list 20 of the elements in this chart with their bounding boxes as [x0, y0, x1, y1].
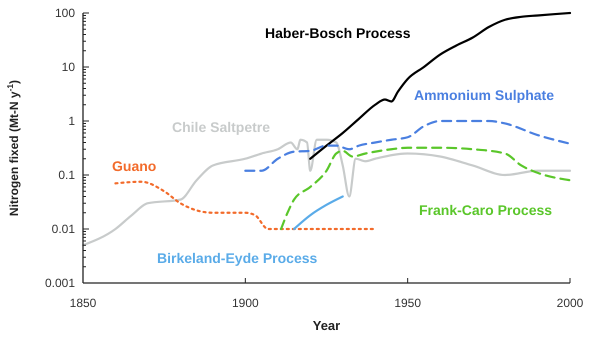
series-label: Guano — [112, 158, 156, 174]
x-tick-label: 1850 — [70, 296, 97, 310]
y-tick-label: 0.1 — [58, 168, 76, 182]
series-label: Ammonium Sulphate — [414, 87, 554, 103]
y-tick-label: 0.01 — [52, 222, 76, 236]
y-tick-label: 1 — [68, 114, 76, 128]
x-tick-label: 1900 — [232, 296, 260, 310]
y-tick-label: 100 — [54, 6, 76, 20]
y-tick-label: 10 — [62, 60, 76, 74]
x-tick-label: 1950 — [394, 296, 422, 310]
y-tick-label: 0.001 — [44, 276, 76, 290]
series-label: Frank-Caro Process — [419, 202, 552, 218]
x-tick-label: 2000 — [556, 296, 584, 310]
line-series — [292, 195, 344, 230]
line-series — [114, 180, 376, 230]
text: Birkeland-Eyde Process — [157, 250, 318, 266]
x-axis-title: Year — [312, 318, 340, 333]
line-series — [280, 146, 572, 230]
text: Haber-Bosch Process — [265, 25, 411, 41]
line-series — [82, 138, 572, 246]
